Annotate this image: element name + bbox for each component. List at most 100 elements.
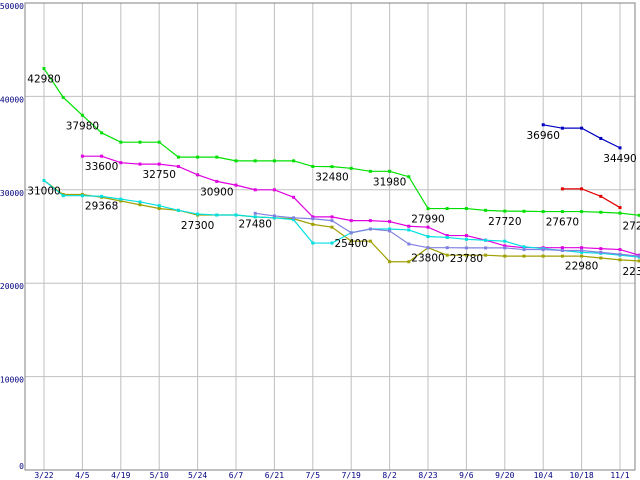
data-point [541,254,545,258]
data-point [426,235,430,238]
data-point [426,207,430,211]
data-point [119,197,123,201]
data-label: 27990 [411,214,444,226]
data-point [61,95,65,99]
data-point [311,222,315,226]
data-point [637,259,640,263]
data-point [407,175,411,179]
data-point [292,195,296,199]
data-point [464,246,468,250]
data-point [637,254,640,258]
data-point [560,126,564,130]
data-point [580,246,584,250]
data-point [541,123,545,127]
data-point [80,194,84,198]
data-label: 29368 [85,201,118,213]
data-label: 27720 [488,216,521,228]
data-point [138,162,142,166]
data-point [618,252,622,256]
data-point [618,258,622,262]
data-point [618,206,622,210]
x-tick-label: 5/24 [188,471,207,480]
data-point [618,146,622,150]
data-point [503,239,507,243]
y-axis-ticks: 0 10000 20000 30000 40000 50000 [0,2,24,471]
data-point [445,246,449,250]
data-point [253,215,257,219]
data-point [388,227,392,231]
data-point [311,164,315,168]
data-point [599,247,603,251]
data-point [292,159,296,163]
y-tick-label: 20000 [0,282,24,291]
data-point [311,215,315,219]
data-point [368,219,372,223]
data-point [234,213,238,217]
data-point [560,187,564,191]
data-point [196,155,200,159]
x-tick-label: 9/20 [495,471,514,480]
data-point [464,207,468,211]
data-point [407,242,411,246]
data-point [503,209,507,213]
data-point [388,169,392,173]
data-label: 22980 [565,260,598,272]
data-label: 31980 [373,176,406,188]
data-point [484,253,488,257]
series-group [42,67,640,264]
data-label: 33600 [85,161,118,173]
data-point [176,155,180,159]
x-tick-label: 7/5 [306,471,321,480]
data-point [368,169,372,173]
data-point [484,238,488,242]
data-point [138,200,142,204]
data-point [445,253,449,257]
data-point [580,254,584,258]
data-point [580,249,584,253]
data-point [407,228,411,232]
data-point [503,244,507,248]
data-point [311,241,315,245]
data-point [599,136,603,140]
data-point [272,214,276,218]
data-point [503,246,507,250]
data-point [426,225,430,229]
x-axis-ticks: 3/22 4/5 4/19 5/10 5/24 6/7 6/21 7/5 7/19 8/2 8/23… [34,471,629,480]
x-tick-label: 11/1 [610,471,629,480]
data-point [464,234,468,238]
data-label: 42980 [27,74,60,86]
data-point [560,249,564,253]
data-label: 30900 [200,186,233,198]
data-label: 27270 [622,220,640,232]
y-tick-label: 40000 [0,95,24,104]
data-point [42,178,46,182]
data-point [234,159,238,163]
data-point [407,224,411,228]
data-point [407,260,411,264]
data-point [119,199,123,203]
data-label: 27480 [238,218,271,230]
x-tick-label: 6/7 [229,471,244,480]
x-tick-label: 10/18 [570,471,594,480]
x-tick-label: 10/4 [534,471,553,480]
x-tick-label: 7/19 [342,471,361,480]
data-label: 31000 [27,185,60,197]
data-point [503,254,507,258]
data-point [618,248,622,252]
data-point [253,159,257,163]
data-point [445,235,449,239]
data-point [484,246,488,250]
data-point [138,203,142,207]
y-tick-label: 0 [19,462,24,471]
data-point [234,183,238,187]
y-tick-label: 50000 [0,2,24,11]
data-point [349,231,353,235]
data-point [522,248,526,252]
data-point [560,210,564,214]
data-point [330,165,334,169]
data-point [541,248,545,252]
data-point [157,162,161,166]
data-point [522,209,526,213]
data-label: 32750 [142,169,175,181]
